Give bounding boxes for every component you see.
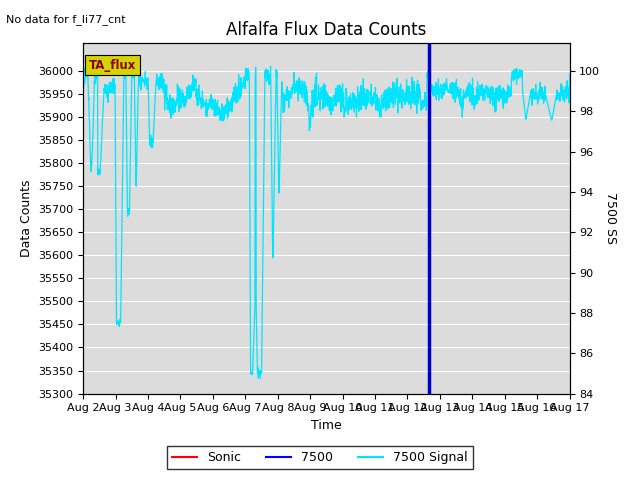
X-axis label: Time: Time xyxy=(311,419,342,432)
Title: Alfalfa Flux Data Counts: Alfalfa Flux Data Counts xyxy=(226,21,427,39)
Text: TA_flux: TA_flux xyxy=(89,59,136,72)
Text: No data for f_li77_cnt: No data for f_li77_cnt xyxy=(6,14,126,25)
Y-axis label: 7500 SS: 7500 SS xyxy=(604,192,617,244)
Y-axis label: Data Counts: Data Counts xyxy=(20,180,33,257)
Legend: Sonic, 7500, 7500 Signal: Sonic, 7500, 7500 Signal xyxy=(167,446,473,469)
